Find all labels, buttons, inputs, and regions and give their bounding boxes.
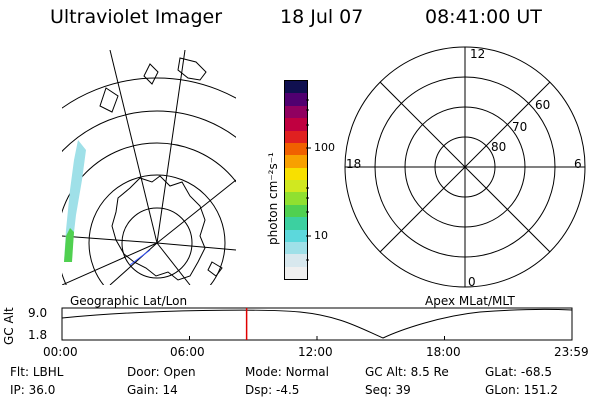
date-label: 18 Jul 07 [280,6,364,28]
colorbar-segment [285,192,307,205]
xtick-0000: 00:00 [43,345,78,359]
colorbar-segment [285,81,307,94]
gc-alt-ymin: 1.8 [28,328,48,342]
colorbar-segment [285,93,307,106]
xtick-1200: 12:00 [298,345,333,359]
mlt-label-12: 12 [470,47,486,61]
info-glat: GLat: -68.5 [485,365,552,379]
colorbar-segment [285,254,307,267]
gc-alt-ymax: 9.0 [28,306,48,320]
colorbar-segment [285,118,307,131]
mlat-label-70: 70 [512,120,528,134]
colorbar-tick-100: 100 [314,141,335,154]
colorbar-segment [285,241,307,255]
right-panel-caption: Apex MLat/MLT [425,294,515,308]
info-ip: IP: 36.0 [10,383,56,397]
mlat-label-60: 60 [535,98,551,112]
info-gain: Gain: 14 [127,383,178,397]
colorbar-tick-10: 10 [314,229,328,242]
mlt-label-18: 18 [346,157,362,171]
info-glon: GLon: 151.2 [485,383,558,397]
info-flt: Flt: LBHL [10,365,64,379]
colorbar-segment [285,142,307,156]
colorbar-segment [285,167,307,180]
colorbar-segment [285,204,307,218]
xtick-2359: 23:59 [554,345,589,359]
colorbar [284,80,308,280]
colorbar-segment [285,130,307,143]
colorbar-segment [285,229,307,242]
info-dsp: Dsp: -4.5 [245,383,300,397]
info-gc-alt: GC Alt: 8.5 Re [365,365,449,379]
colorbar-segment [285,217,307,230]
colorbar-segment [285,266,307,279]
instrument-title: Ultraviolet Imager [50,6,223,28]
info-mode: Mode: Normal [245,365,329,379]
xtick-1800: 18:00 [426,345,461,359]
colorbar-segment [285,180,307,193]
info-seq: Seq: 39 [365,383,411,397]
time-label: 08:41:00 UT [425,6,542,28]
mlat-label-80: 80 [491,140,507,154]
colorbar-segment [285,105,307,119]
mlt-label-6: 6 [574,157,582,171]
colorbar-segment [285,155,307,168]
xtick-0600: 06:00 [170,345,205,359]
mlt-label-0: 0 [468,275,476,289]
info-door: Door: Open [127,365,196,379]
left-panel-caption: Geographic Lat/Lon [70,294,188,308]
